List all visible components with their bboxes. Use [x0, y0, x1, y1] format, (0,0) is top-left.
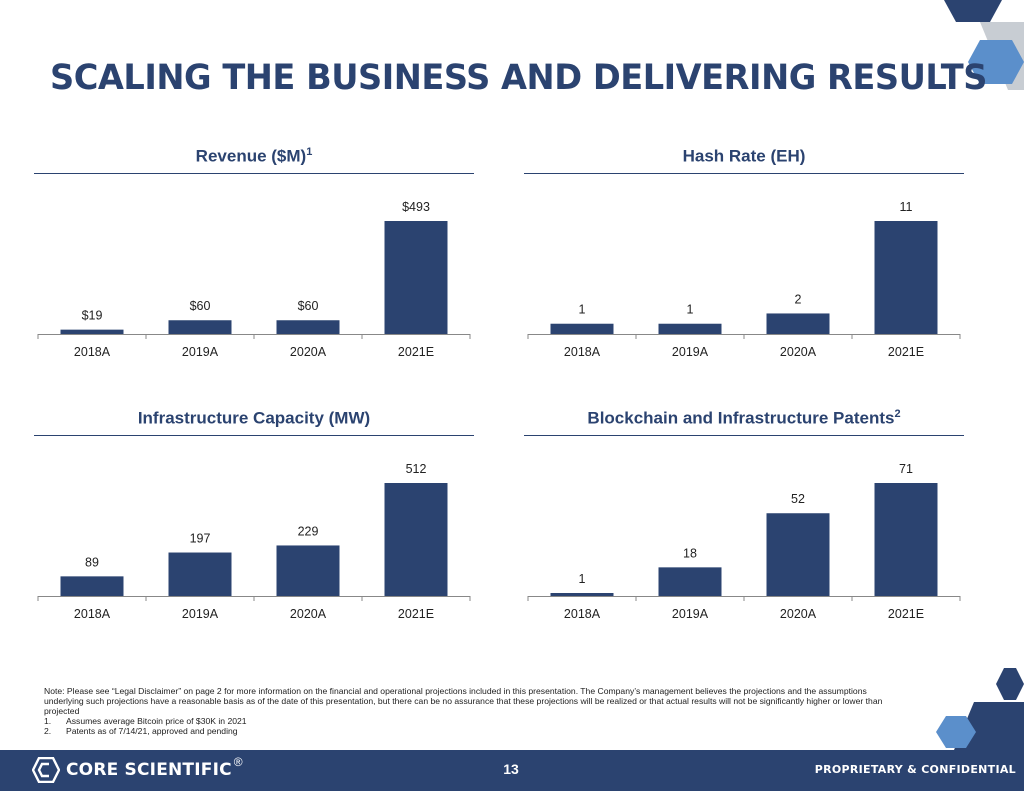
- bar: [384, 221, 448, 334]
- x-tick-label: 2021E: [398, 607, 434, 621]
- disclaimer-note: Note: Please see “Legal Disclaimer” on p…: [44, 686, 894, 736]
- x-tick-label: 2018A: [564, 607, 601, 621]
- x-tick-label: 2021E: [888, 345, 924, 359]
- data-label: $19: [82, 309, 103, 323]
- bar: [276, 320, 340, 334]
- bar: [60, 329, 124, 334]
- chart-title: Hash Rate (EH): [682, 146, 806, 166]
- data-label: 229: [298, 524, 319, 538]
- confidential-label: PROPRIETARY & CONFIDENTIAL: [814, 763, 1016, 776]
- page-title: SCALING THE BUSINESS AND DELIVERING RESU…: [50, 58, 987, 98]
- bar: [874, 221, 938, 334]
- infrastructure-capacity-bar-chart: 89 2018A 197 2019A 229 2020A 512 2021E: [37, 462, 471, 621]
- data-label: 1: [687, 303, 694, 317]
- data-label: 197: [190, 532, 211, 546]
- data-label: 71: [899, 462, 913, 476]
- bar: [384, 483, 448, 596]
- bar: [658, 567, 722, 596]
- data-label: $60: [298, 299, 319, 313]
- bar: [276, 545, 340, 596]
- infrastructure-capacity-chart-panel: Infrastructure Capacity (MW) 89 2018A 197 2…: [34, 408, 474, 623]
- x-tick-label: 2020A: [780, 345, 817, 359]
- x-tick-label: 2019A: [672, 345, 709, 359]
- bar: [168, 552, 232, 596]
- x-tick-label: 2020A: [290, 345, 327, 359]
- bar: [550, 323, 614, 334]
- data-label: 2: [795, 292, 802, 306]
- hash-rate-chart-panel: Hash Rate (EH) 1 2018A 1 2019A 2 2020A 11 2021E: [524, 146, 964, 361]
- x-tick-label: 2021E: [398, 345, 434, 359]
- bar: [874, 483, 938, 596]
- data-label: 18: [683, 546, 697, 560]
- revenue-chart-panel: Revenue ($M)1 $19 2018A $60 2019A $60 2020A $4…: [34, 146, 474, 361]
- x-tick-label: 2018A: [74, 607, 111, 621]
- hash-rate-bar-chart: 1 2018A 1 2019A 2 2020A 11 2021E: [527, 200, 961, 359]
- title-underline: [34, 173, 474, 174]
- decorative-hexagons-bottom: [936, 668, 1024, 750]
- bar: [766, 313, 830, 334]
- title-underline: [524, 173, 964, 174]
- patents-chart-panel: Blockchain and Infrastructure Patents2 1…: [524, 408, 964, 623]
- chart-title: Infrastructure Capacity (MW): [137, 408, 371, 428]
- revenue-bar-chart: $19 2018A $60 2019A $60 2020A $493 2021E: [37, 200, 471, 359]
- data-label: 52: [791, 492, 805, 506]
- x-tick-label: 2018A: [74, 345, 111, 359]
- bar: [550, 593, 614, 596]
- bar: [60, 576, 124, 596]
- footer-bar: CORE SCIENTIFIC ® 13 PROPRIETARY & CONFI…: [0, 750, 1024, 791]
- data-label: $60: [190, 299, 211, 313]
- data-label: $493: [402, 200, 430, 214]
- bar: [168, 320, 232, 334]
- footnote: 2. Patents as of 7/14/21, approved and p…: [44, 726, 238, 736]
- x-tick-label: 2019A: [672, 607, 709, 621]
- data-label: 89: [85, 555, 99, 569]
- x-tick-label: 2019A: [182, 345, 219, 359]
- data-label: 1: [579, 303, 586, 317]
- x-tick-label: 2020A: [290, 607, 327, 621]
- logo-text: CORE SCIENTIFIC: [66, 760, 232, 780]
- decorative-hexagons-top: [944, 0, 1024, 90]
- registered-mark: ®: [233, 755, 243, 769]
- chart-title: Blockchain and Infrastructure Patents2: [587, 408, 901, 428]
- bar: [658, 323, 722, 334]
- company-logo: CORE SCIENTIFIC ®: [32, 755, 243, 783]
- x-tick-label: 2020A: [780, 607, 817, 621]
- data-label: 1: [579, 572, 586, 586]
- title-underline: [34, 435, 474, 436]
- title-underline: [524, 435, 964, 436]
- page-number: 13: [503, 761, 519, 777]
- x-tick-label: 2019A: [182, 607, 219, 621]
- bar: [766, 513, 830, 596]
- note-text: Note: Please see “Legal Disclaimer” on p…: [44, 686, 883, 716]
- data-label: 512: [406, 462, 427, 476]
- x-tick-label: 2018A: [564, 345, 601, 359]
- chart-title: Revenue ($M)1: [195, 146, 313, 166]
- hexagon-logo-icon: [32, 757, 60, 783]
- x-tick-label: 2021E: [888, 607, 924, 621]
- data-label: 11: [900, 200, 913, 214]
- footnote: 1. Assumes average Bitcoin price of $30K…: [44, 716, 247, 726]
- patents-bar-chart: 1 2018A 18 2019A 52 2020A 71 2021E: [527, 462, 961, 621]
